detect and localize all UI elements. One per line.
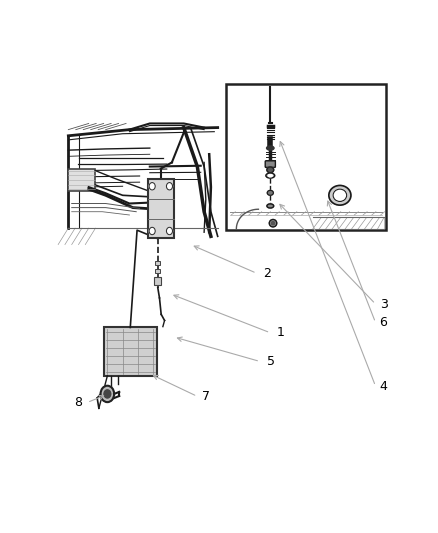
Ellipse shape — [267, 204, 274, 208]
Text: 7: 7 — [202, 390, 210, 403]
Text: 1: 1 — [277, 326, 285, 340]
Bar — [148, 179, 173, 238]
Bar — [226, 84, 386, 230]
Text: 3: 3 — [380, 297, 388, 311]
Bar — [155, 261, 160, 265]
Ellipse shape — [267, 167, 274, 173]
Ellipse shape — [267, 190, 273, 195]
Circle shape — [101, 386, 114, 402]
Ellipse shape — [267, 146, 274, 150]
Ellipse shape — [266, 173, 275, 178]
Bar — [68, 168, 95, 191]
Ellipse shape — [333, 189, 346, 201]
Ellipse shape — [269, 220, 277, 227]
Text: 6: 6 — [380, 316, 388, 329]
Bar — [154, 277, 161, 285]
Bar — [155, 269, 160, 273]
Ellipse shape — [268, 174, 272, 177]
Circle shape — [149, 183, 155, 190]
Text: 4: 4 — [380, 379, 388, 393]
Ellipse shape — [329, 185, 351, 205]
Circle shape — [166, 183, 173, 190]
Text: 5: 5 — [267, 355, 275, 368]
FancyBboxPatch shape — [265, 161, 276, 167]
Ellipse shape — [271, 222, 275, 225]
Circle shape — [104, 390, 111, 398]
Bar — [104, 327, 156, 376]
Circle shape — [166, 227, 173, 235]
Text: 2: 2 — [264, 267, 272, 280]
Text: 8: 8 — [74, 396, 82, 409]
Circle shape — [149, 227, 155, 235]
